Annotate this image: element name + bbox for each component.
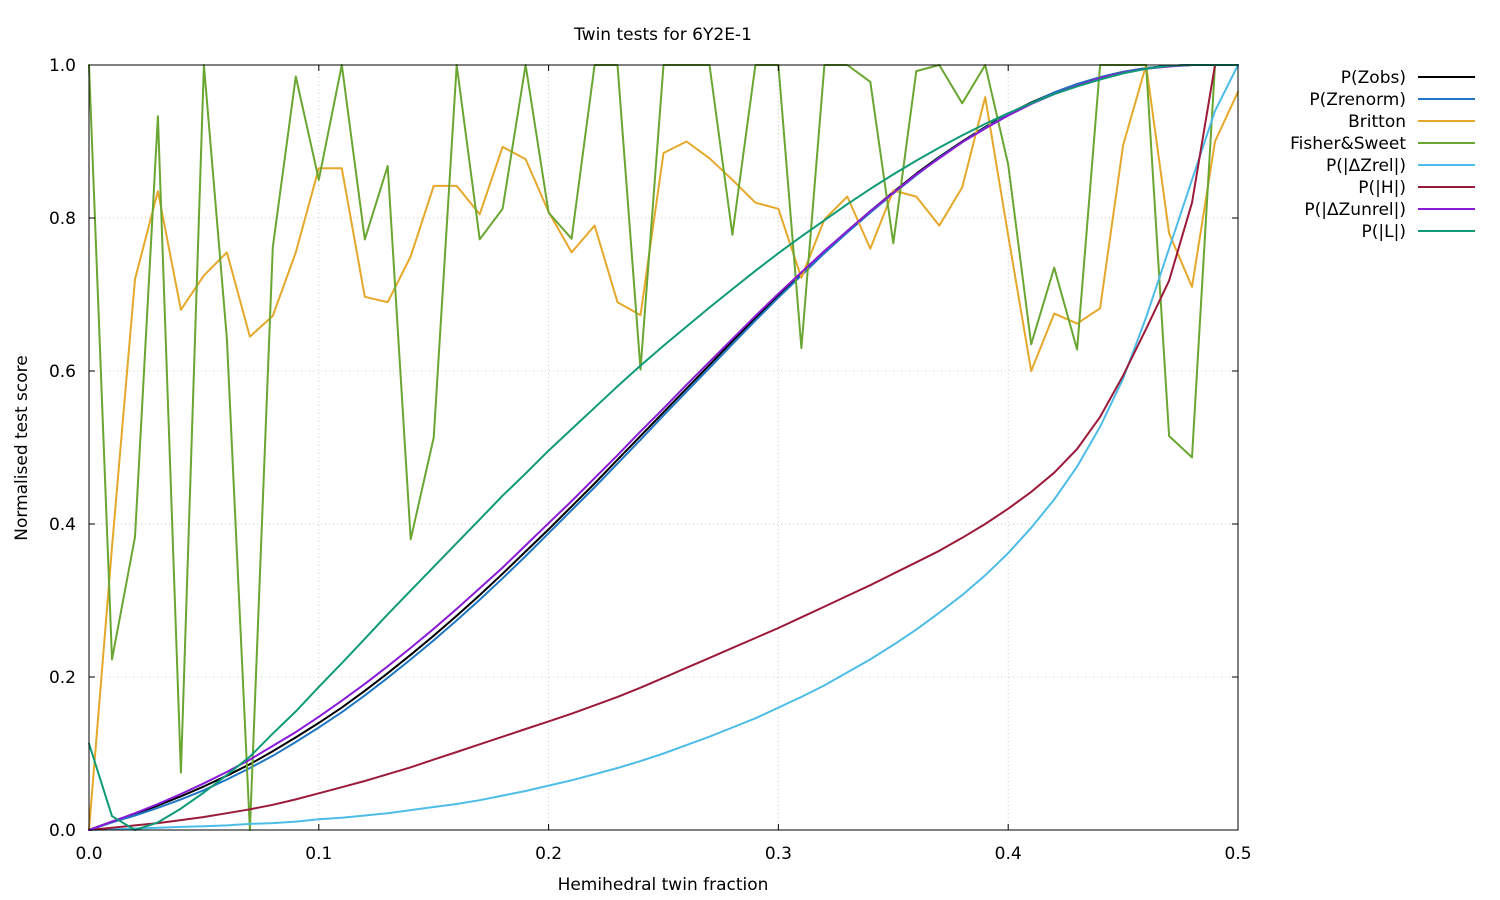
series-line-8 [88,64,1239,831]
legend-label: P(|ΔZrel|) [1326,156,1406,176]
y-tick-label: 0.8 [49,209,76,229]
y-tick-label: 0.0 [49,821,76,841]
x-tick-label: 0.0 [75,844,102,864]
plot-frame [88,64,1239,831]
x-tick-label: 0.5 [1224,844,1251,864]
x-tick-label: 0.1 [305,844,332,864]
series-line-3 [88,64,1239,831]
y-tick-label: 0.4 [49,515,76,535]
x-tick-label: 0.3 [765,844,792,864]
y-tick-label: 0.2 [49,668,76,688]
legend-label: Britton [1348,112,1406,132]
series-line-6 [88,64,1239,831]
y-axis-label: Normalised test score [12,355,32,540]
legend-label: P(Zrenorm) [1309,90,1406,110]
x-tick-label: 0.4 [995,844,1022,864]
y-tick-label: 0.6 [49,362,76,382]
legend-label: P(|L|) [1362,222,1406,242]
chart-title: Twin tests for 6Y2E-1 [573,25,752,45]
x-tick-label: 0.2 [535,844,562,864]
x-axis-label: Hemihedral twin fraction [558,875,769,895]
legend-label: P(Zobs) [1341,68,1406,88]
legend-label: P(|H|) [1358,178,1406,198]
series-line-5 [88,64,1239,831]
series-lines [88,64,1239,831]
axis-ticks: 0.0 0.1 0.2 0.3 0.4 0.5 0.0 0.2 0.4 0.6 0.8 1.0 [49,56,1252,864]
legend: P(Zobs)P(Zrenorm)BrittonFisher&SweetP(|Δ… [1290,68,1475,242]
legend-label: Fisher&Sweet [1290,134,1406,154]
legend-label: P(|ΔZunrel|) [1304,200,1406,220]
y-tick-label: 1.0 [49,56,76,76]
